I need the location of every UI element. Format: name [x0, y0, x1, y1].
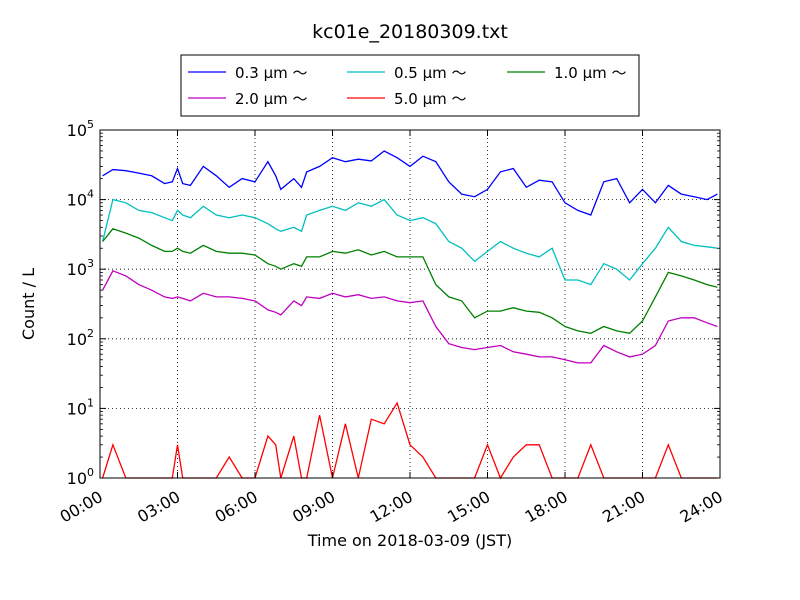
legend-label-2: 1.0 μm ～ — [554, 64, 627, 82]
legend-label-1: 0.5 μm ～ — [394, 64, 467, 82]
y-tick-label: 105 — [67, 118, 94, 140]
legend-box — [180, 54, 640, 117]
y-tick-label: 104 — [67, 188, 94, 210]
legend: 0.3 μm ～ 0.5 μm ～ 1.0 μm ～ 2.0 μm ～ 5.0 μm ～ — [180, 54, 640, 117]
y-tick-exponent: 4 — [87, 188, 94, 201]
y-tick-label: 103 — [67, 257, 94, 279]
y-tick-base: 10 — [67, 399, 87, 418]
series-line-1 — [101, 198, 718, 286]
legend-label-0: 0.3 μm ～ — [235, 64, 308, 82]
y-tick-exponent: 0 — [87, 466, 94, 479]
chart-title: kc01e_20180309.txt — [312, 21, 508, 43]
y-tick-exponent: 3 — [87, 257, 94, 270]
y-tick-base: 10 — [67, 330, 87, 349]
y-tick-label: 101 — [67, 396, 94, 418]
legend-label-3: 2.0 μm ～ — [235, 90, 308, 108]
series-line-2 — [102, 228, 718, 334]
series-line-0 — [102, 150, 718, 216]
series-line-3 — [102, 269, 718, 364]
y-tick-exponent: 5 — [87, 118, 94, 131]
y-tick-base: 10 — [67, 469, 87, 488]
y-tick-base: 10 — [67, 191, 87, 210]
y-tick-base: 10 — [67, 121, 87, 140]
x-axis-label: Time on 2018-03-09 (JST) — [307, 531, 512, 550]
y-tick-label: 102 — [67, 327, 94, 349]
y-tick-base: 10 — [67, 260, 87, 279]
y-axis-label: Count / L — [19, 268, 38, 340]
y-tick-exponent: 2 — [87, 327, 94, 340]
axis-ticks — [99, 129, 721, 479]
y-tick-label: 100 — [67, 466, 94, 488]
legend-label-4: 5.0 μm ～ — [394, 90, 467, 108]
y-tick-exponent: 1 — [87, 396, 94, 409]
